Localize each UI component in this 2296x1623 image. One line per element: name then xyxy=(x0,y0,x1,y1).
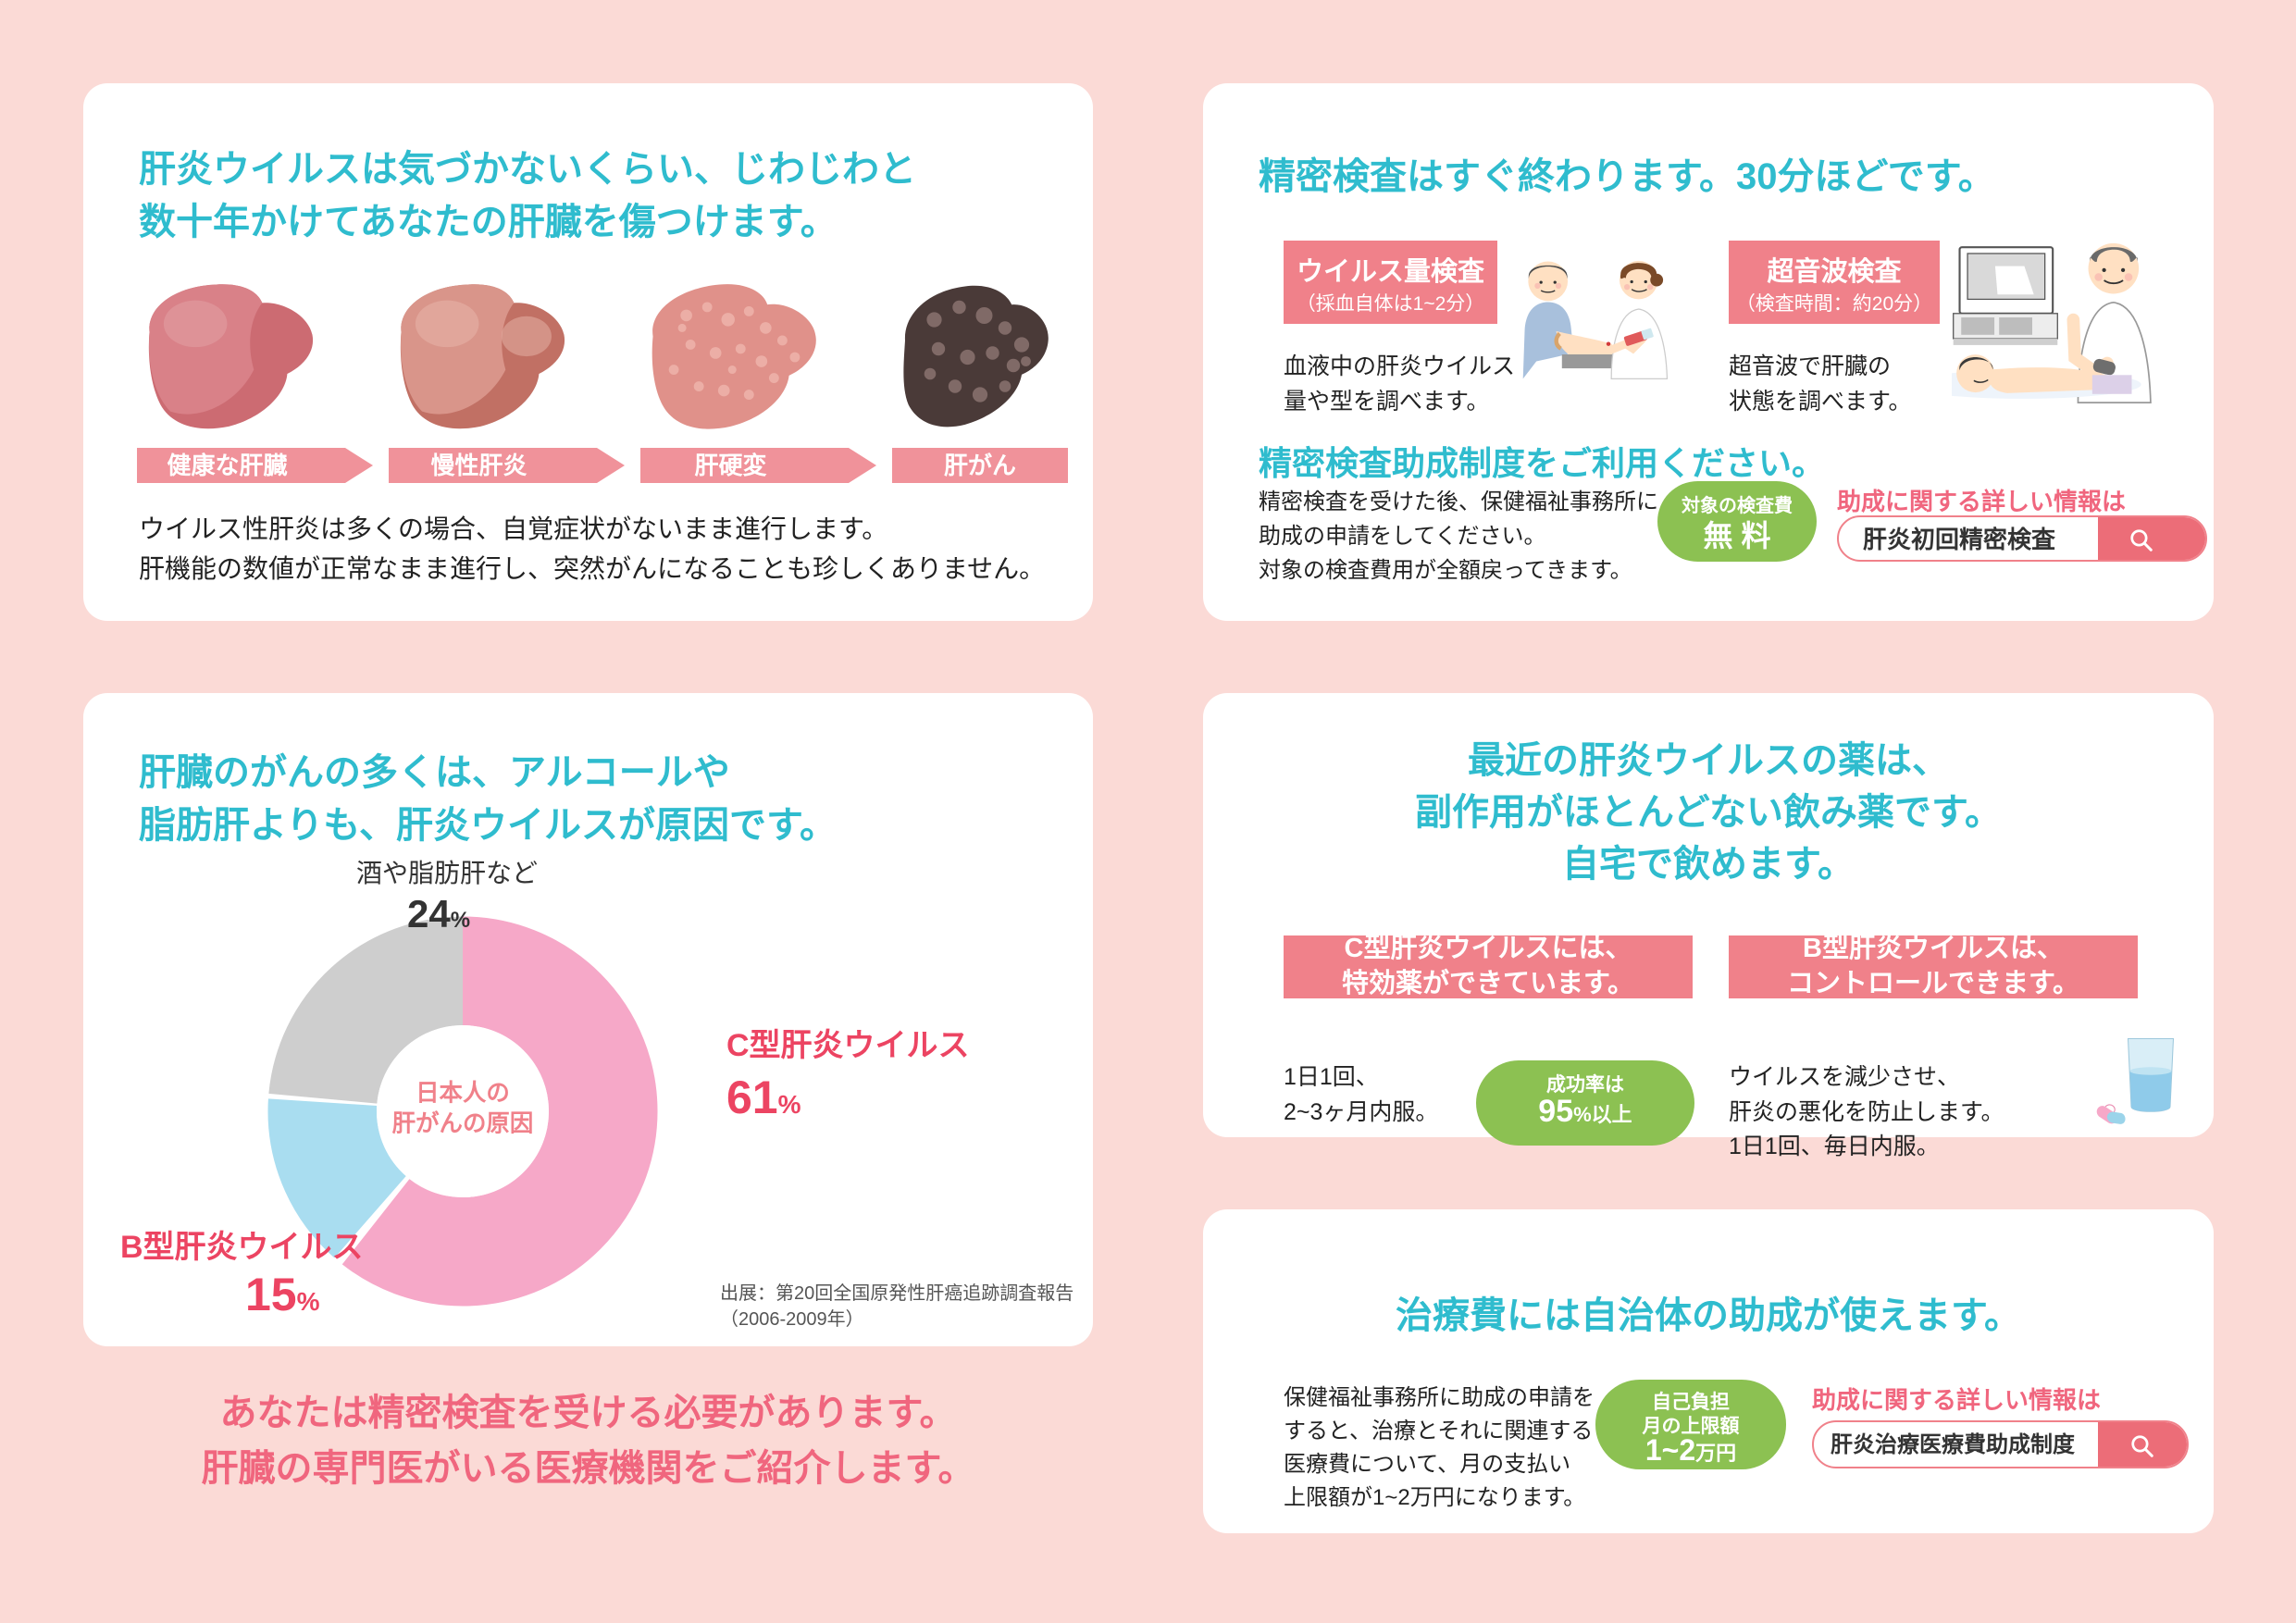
svg-text:日本人の: 日本人の xyxy=(416,1080,510,1106)
svg-text:肝がんの原因: 肝がんの原因 xyxy=(392,1110,534,1137)
